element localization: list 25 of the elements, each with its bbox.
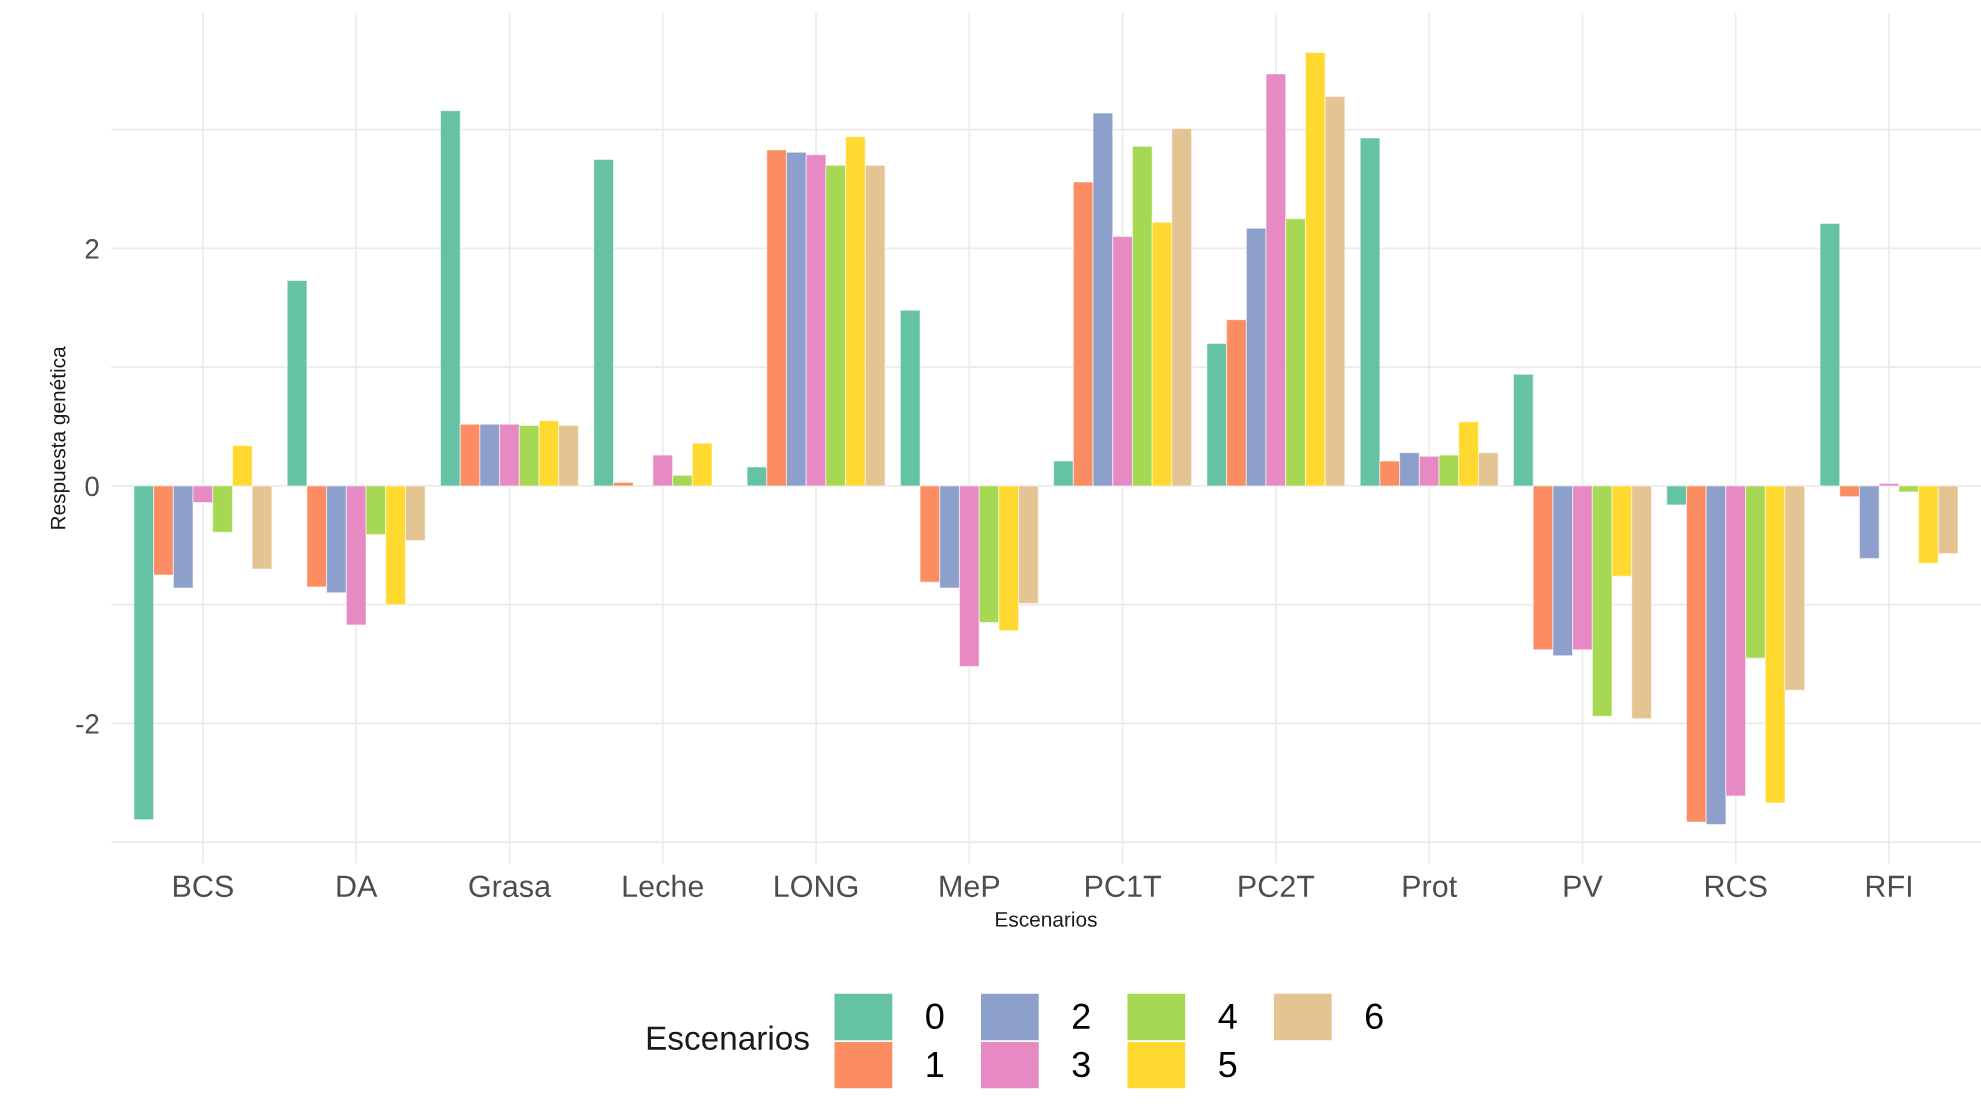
legend-label: 1 bbox=[927, 1052, 944, 1077]
x-tick-label: PC2T bbox=[1239, 875, 1315, 898]
y-tick-label: 0 bbox=[85, 476, 99, 497]
x-tick-label: Leche bbox=[623, 874, 704, 898]
x-tick-label: PV bbox=[1564, 875, 1603, 897]
legend-label: 0 bbox=[926, 1003, 944, 1030]
y-tick-label: 2 bbox=[85, 239, 99, 259]
y-tick-label: -2 bbox=[76, 714, 99, 734]
x-tick-label: DA bbox=[337, 875, 378, 897]
legend-label: 6 bbox=[1366, 1003, 1383, 1030]
x-axis-title: Escenarios bbox=[996, 911, 1097, 927]
x-tick-label: LONG bbox=[775, 875, 858, 898]
legend-label: 4 bbox=[1218, 1003, 1237, 1029]
x-tick-label: Grasa bbox=[469, 875, 552, 898]
x-tick-label: Prot bbox=[1403, 875, 1457, 898]
x-tick-label: BCS bbox=[174, 875, 233, 898]
legend-label: 2 bbox=[1073, 1003, 1090, 1029]
legend-label: 5 bbox=[1219, 1052, 1237, 1078]
legend-title: Escenarios bbox=[647, 1025, 809, 1050]
x-tick-label: RCS bbox=[1705, 875, 1767, 898]
x-tick-label: MeP bbox=[940, 875, 1000, 898]
x-tick-label: RFI bbox=[1866, 875, 1911, 897]
x-tick-label: PC1T bbox=[1086, 875, 1161, 898]
y-axis-title: Respuesta genética bbox=[49, 346, 70, 529]
legend-label: 3 bbox=[1072, 1051, 1090, 1078]
